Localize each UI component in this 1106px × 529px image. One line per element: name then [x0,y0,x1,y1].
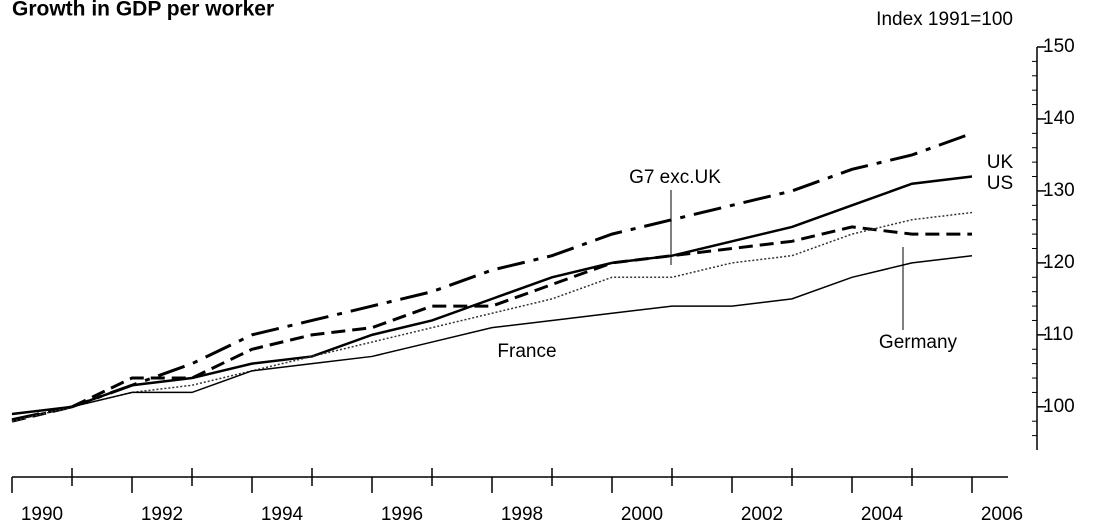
y-tick-label: 140 [1043,108,1075,129]
x-tick-label: 1994 [261,504,304,525]
chart-title: Growth in GDP per worker [12,0,274,21]
series-label: US [987,173,1013,194]
x-tick-label: 1996 [381,504,423,525]
series-line [11,225,972,423]
y-tick-label: 100 [1043,396,1075,417]
y-tick-label: 150 [1043,36,1075,57]
y-tick-label: 110 [1043,324,1073,345]
series-label: UK [987,152,1014,173]
x-tick-label: 2004 [861,504,904,525]
x-tick-label: 2006 [981,504,1023,525]
x-tick-label: 2002 [741,504,783,525]
x-tick-label: 1998 [501,504,543,525]
series-label: France [497,341,556,362]
chart-subtitle: Index 1991=100 [876,9,1013,30]
x-tick-label: 1992 [141,504,183,525]
y-tick-label: 130 [1043,180,1075,201]
x-tick-label: 1990 [21,504,63,525]
series-line [11,211,973,422]
series-label: G7 exc.UK [629,167,721,188]
y-tick-label: 120 [1043,252,1075,273]
series-label: Germany [879,332,958,353]
series-line [11,175,973,416]
series-line [11,131,973,422]
series-line [11,254,973,415]
x-tick-label: 2000 [621,504,663,525]
